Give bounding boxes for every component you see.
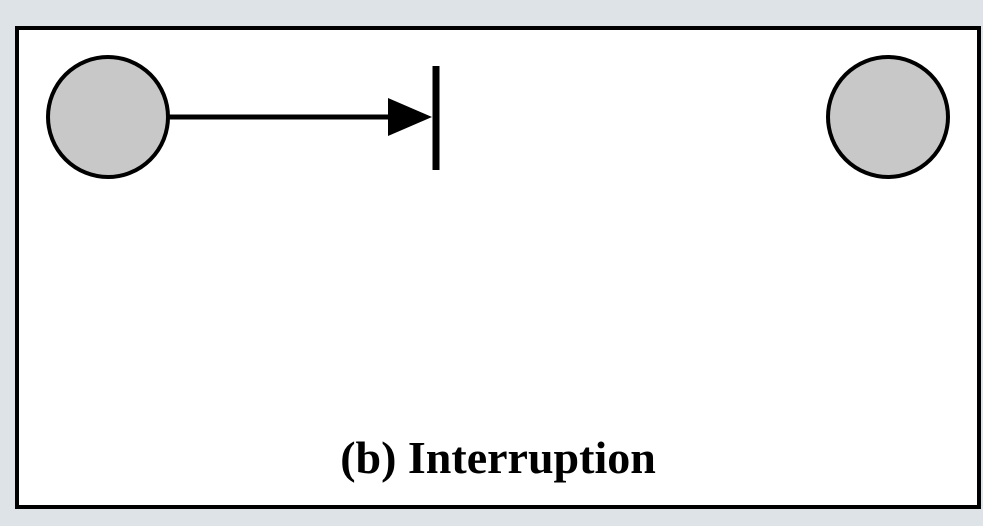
source-node (46, 55, 170, 179)
flow-arrowhead (388, 98, 432, 136)
destination-node (826, 55, 950, 179)
diagram-panel (15, 26, 981, 509)
figure-caption: (b) Interruption (340, 432, 656, 483)
